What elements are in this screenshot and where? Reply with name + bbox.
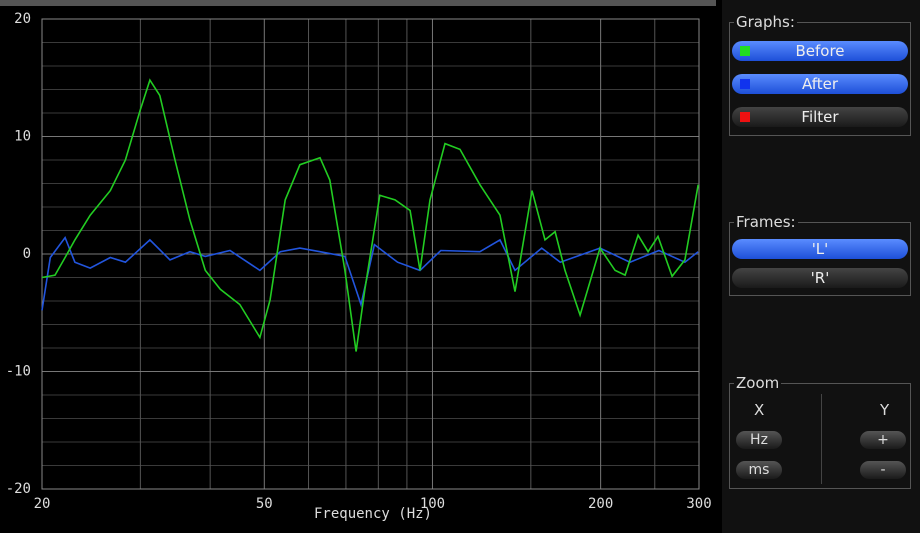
y-tick-label: 0	[23, 246, 31, 262]
plot-frame	[41, 18, 700, 490]
button-label: Before	[795, 42, 845, 60]
frame-button[interactable]: 'L'	[732, 239, 908, 259]
frames-title: Frames:	[734, 213, 798, 231]
series-line	[41, 78, 699, 352]
series-line	[41, 235, 699, 311]
x-tick-label: 100	[420, 496, 445, 512]
zoom-x-button[interactable]: ms	[736, 461, 782, 479]
zoom-x-button[interactable]: Hz	[736, 431, 782, 449]
button-label: Filter	[801, 108, 839, 126]
zoom-y-button[interactable]: -	[860, 461, 906, 479]
frame-button[interactable]: 'R'	[732, 268, 908, 288]
button-label: After	[801, 75, 839, 93]
frames-box: Frames: 'L' 'R'	[729, 213, 911, 296]
color-swatch	[740, 112, 750, 122]
y-tick-label: -20	[6, 481, 31, 497]
zoom-box: Zoom X Y Hz ms + -	[729, 374, 911, 489]
zoom-y-label: Y	[880, 401, 890, 419]
zoom-y-button[interactable]: +	[860, 431, 906, 449]
y-tick-label: -10	[6, 364, 31, 380]
zoom-divider	[821, 394, 822, 484]
x-axis-label: Frequency (Hz)	[314, 506, 432, 522]
y-tick-label: 20	[14, 11, 31, 27]
tab-strip	[0, 0, 716, 6]
x-tick-label: 300	[686, 496, 711, 512]
x-tick-label: 50	[256, 496, 273, 512]
zoom-title: Zoom	[734, 374, 782, 392]
graph-button[interactable]: Filter	[732, 107, 908, 127]
x-tick-label: 200	[588, 496, 613, 512]
color-swatch	[740, 46, 750, 56]
x-tick-label: 20	[34, 496, 51, 512]
zoom-x-label: X	[754, 401, 765, 419]
graphs-box: Graphs: Before After Filter	[729, 13, 911, 136]
y-tick-label: 10	[14, 129, 31, 145]
chart: Frequency (Hz) -20 -10 0 10 20 20 50 100 200 300	[6, 11, 712, 522]
graph-button[interactable]: After	[732, 74, 908, 94]
side-panel: Graphs: Before After Filter Frames: 'L' 'R'…	[722, 0, 920, 533]
color-swatch	[740, 79, 750, 89]
graphs-title: Graphs:	[734, 13, 797, 31]
graph-button[interactable]: Before	[732, 41, 908, 61]
